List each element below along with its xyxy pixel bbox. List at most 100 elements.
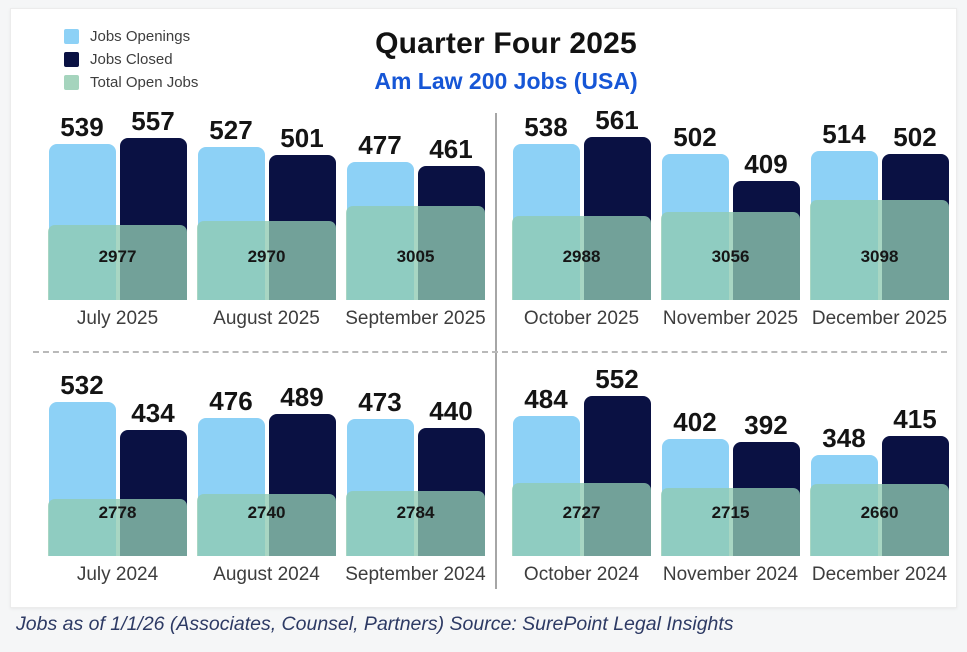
source-caption: Jobs as of 1/1/26 (Associates, Counsel, …	[16, 613, 734, 635]
closed-value-label: 489	[280, 382, 324, 412]
openings-value-label: 532	[60, 370, 104, 400]
month-bars: 477 461 3005	[345, 90, 486, 300]
closed-value-label: 415	[893, 404, 937, 434]
openings-value-label: 538	[524, 112, 568, 142]
month-label: September 2025	[345, 308, 486, 329]
month-bars: 502 409 3056	[660, 90, 801, 300]
month-label: July 2025	[76, 308, 159, 329]
month-label: October 2025	[523, 308, 640, 329]
total-open-value-label: 2988	[562, 247, 601, 266]
total-open-value-label: 3005	[396, 247, 435, 266]
month-label: August 2025	[213, 308, 320, 329]
month-group: 484 552 2727 October 2024	[511, 346, 652, 588]
total-open-value-label: 2715	[711, 503, 750, 522]
total-open-bar: 2778	[48, 499, 187, 556]
closed-value-label: 434	[131, 398, 175, 428]
month-label: November 2025	[662, 308, 799, 329]
total-open-value-label: 2727	[562, 503, 601, 522]
month-label: July 2024	[76, 564, 159, 585]
openings-value-label: 476	[209, 386, 253, 416]
month-group: 532 434 2778 July 2024	[47, 346, 188, 588]
month-bars: 473 440 2784	[345, 346, 486, 556]
total-open-bar: 2784	[346, 491, 485, 556]
openings-value-label: 402	[673, 407, 717, 437]
legend: Jobs Openings Jobs Closed Total Open Job…	[64, 28, 199, 98]
month-label: October 2024	[523, 564, 640, 585]
month-bars: 484 552 2727	[511, 346, 652, 556]
chart-title: Quarter Four 2025	[375, 27, 637, 60]
total-open-value-label: 3098	[860, 247, 899, 266]
month-bars: 527 501 2970	[196, 90, 337, 300]
total-open-value-label: 2977	[98, 247, 137, 266]
legend-label: Jobs Openings	[90, 28, 191, 45]
month-bars: 476 489 2740	[196, 346, 337, 556]
month-group: 514 502 3098 December 2025	[809, 90, 950, 332]
legend-item: Jobs Closed	[64, 51, 198, 68]
month-label: December 2024	[811, 564, 948, 585]
openings-value-label: 473	[358, 387, 402, 417]
month-label: December 2025	[811, 308, 948, 329]
closed-value-label: 409	[744, 149, 788, 179]
total-open-bar: 2970	[197, 221, 336, 300]
total-open-bar: 2740	[197, 494, 336, 556]
closed-value-label: 557	[131, 106, 175, 136]
month-group: 473 440 2784 September 2024	[345, 346, 486, 588]
openings-value-label: 484	[524, 384, 568, 414]
year-divider-dashed-line	[33, 351, 947, 353]
closed-value-label: 552	[595, 364, 639, 394]
openings-value-label: 477	[358, 130, 402, 160]
total-open-value-label: 2784	[396, 503, 435, 522]
month-label: November 2024	[662, 564, 799, 585]
total-open-value-label: 3056	[711, 247, 750, 266]
closed-value-label: 561	[595, 105, 639, 135]
openings-value-label: 348	[822, 423, 866, 453]
month-bars: 514 502 3098	[809, 90, 950, 300]
total-open-bar: 2988	[512, 216, 651, 300]
month-group: 402 392 2715 November 2024	[660, 346, 801, 588]
total-open-bar: 3056	[661, 212, 800, 300]
month-label: September 2024	[345, 564, 486, 585]
month-label: August 2024	[213, 564, 320, 585]
chart-subtitle: Am Law 200 Jobs (USA)	[374, 67, 638, 94]
closed-value-label: 501	[280, 123, 324, 153]
chart-header: Quarter Four 2025 Am Law 200 Jobs (USA)	[286, 27, 726, 95]
legend-swatch-icon	[64, 75, 79, 90]
legend-item: Jobs Openings	[64, 28, 198, 45]
legend-label: Jobs Closed	[90, 51, 173, 68]
month-group: 476 489 2740 August 2024	[196, 346, 337, 588]
legend-item: Total Open Jobs	[64, 74, 199, 91]
openings-value-label: 502	[673, 122, 717, 152]
closed-value-label: 502	[893, 122, 937, 152]
plot-area: 539 557 2977 July 2025 527 501 2970	[11, 9, 956, 607]
month-bars: 532 434 2778	[47, 346, 188, 556]
month-group: 538 561 2988 October 2025	[511, 90, 652, 332]
total-open-value-label: 2660	[860, 503, 899, 522]
month-bars: 402 392 2715	[660, 346, 801, 556]
openings-value-label: 514	[822, 119, 866, 149]
month-bars: 348 415 2660	[809, 346, 950, 556]
openings-value-label: 539	[60, 112, 104, 142]
legend-swatch-icon	[64, 52, 79, 67]
total-open-value-label: 2778	[98, 503, 137, 522]
total-open-value-label: 2740	[247, 503, 286, 522]
total-open-bar: 3098	[810, 200, 949, 300]
total-open-value-label: 2970	[247, 247, 286, 266]
closed-value-label: 440	[429, 396, 473, 426]
total-open-bar: 2977	[48, 225, 187, 300]
month-group: 477 461 3005 September 2025	[345, 90, 486, 332]
month-group: 502 409 3056 November 2025	[660, 90, 801, 332]
total-open-bar: 3005	[346, 206, 485, 300]
month-group: 348 415 2660 December 2024	[809, 346, 950, 588]
month-bars: 538 561 2988	[511, 90, 652, 300]
month-bars: 539 557 2977	[47, 90, 188, 300]
month-group: 527 501 2970 August 2025	[196, 90, 337, 332]
closed-value-label: 461	[429, 134, 473, 164]
total-open-bar: 2727	[512, 483, 651, 556]
legend-label: Total Open Jobs	[90, 74, 199, 91]
closed-value-label: 392	[744, 410, 788, 440]
openings-value-label: 527	[209, 115, 253, 145]
total-open-bar: 2660	[810, 484, 949, 556]
month-group: 539 557 2977 July 2025	[47, 90, 188, 332]
chart-card: Jobs Openings Jobs Closed Total Open Job…	[10, 8, 957, 608]
total-open-bar: 2715	[661, 488, 800, 556]
